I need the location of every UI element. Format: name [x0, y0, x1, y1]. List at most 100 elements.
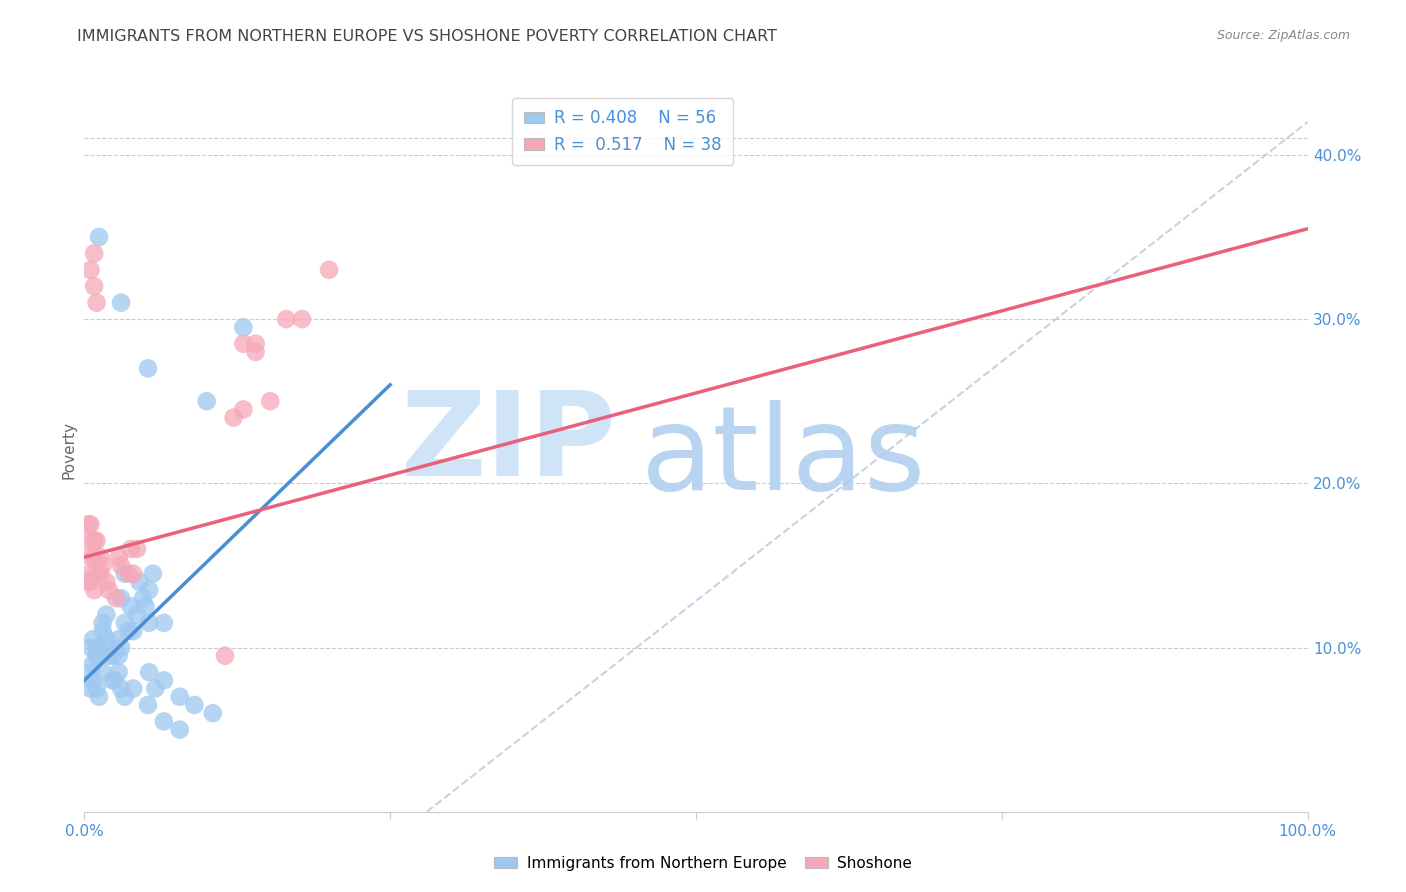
Point [82, 657, 104, 671]
Point [114, 566, 136, 581]
Point [104, 673, 127, 688]
Point [153, 714, 176, 729]
Point [89, 550, 111, 565]
Point [259, 394, 281, 409]
Point [77, 533, 100, 548]
Point [107, 550, 129, 565]
Point [114, 615, 136, 630]
Legend: Immigrants from Northern Europe, Shoshone: Immigrants from Northern Europe, Shoshon… [488, 850, 918, 877]
Point [97, 640, 120, 655]
Text: atlas: atlas [641, 401, 927, 516]
Point [82, 632, 104, 647]
Point [79, 550, 101, 565]
Text: ZIP: ZIP [401, 385, 616, 500]
Point [79, 517, 101, 532]
Point [107, 648, 129, 663]
Point [91, 615, 114, 630]
Point [96, 574, 118, 589]
Point [79, 574, 101, 589]
Point [79, 566, 101, 581]
Point [79, 681, 101, 696]
Point [153, 615, 176, 630]
Point [86, 640, 108, 655]
Point [117, 566, 139, 581]
Text: Source: ZipAtlas.com: Source: ZipAtlas.com [1216, 29, 1350, 42]
Point [91, 665, 114, 680]
Point [83, 533, 105, 548]
Point [114, 690, 136, 704]
Point [83, 550, 105, 565]
Point [143, 681, 166, 696]
Point [107, 665, 129, 680]
Point [232, 402, 254, 417]
Point [86, 566, 108, 581]
Point [110, 640, 132, 655]
Text: IMMIGRANTS FROM NORTHERN EUROPE VS SHOSHONE POVERTY CORRELATION CHART: IMMIGRANTS FROM NORTHERN EUROPE VS SHOSH… [77, 29, 778, 44]
Point [86, 533, 108, 548]
Point [125, 541, 148, 556]
Point [86, 681, 108, 696]
Point [222, 410, 245, 425]
Point [86, 295, 108, 310]
Point [183, 698, 205, 712]
Point [120, 541, 142, 556]
Point [77, 517, 100, 532]
Point [105, 591, 128, 606]
Point [91, 624, 114, 639]
Point [195, 394, 218, 409]
Point [169, 723, 191, 737]
Point [97, 648, 120, 663]
Point [87, 648, 110, 663]
Point [96, 632, 118, 647]
Y-axis label: Poverty: Poverty [60, 421, 76, 480]
Point [101, 673, 124, 688]
Point [122, 566, 145, 581]
Point [83, 246, 105, 260]
Point [87, 690, 110, 704]
Point [136, 698, 159, 712]
Point [77, 574, 100, 589]
Point [89, 566, 111, 581]
Point [117, 624, 139, 639]
Point [86, 648, 108, 663]
Point [87, 230, 110, 244]
Point [122, 624, 145, 639]
Point [232, 320, 254, 334]
Point [128, 574, 150, 589]
Point [153, 673, 176, 688]
Point [96, 607, 118, 622]
Point [110, 681, 132, 696]
Point [83, 582, 105, 597]
Point [135, 599, 157, 614]
Point [91, 558, 114, 573]
Point [120, 599, 142, 614]
Point [122, 681, 145, 696]
Point [110, 558, 132, 573]
Point [97, 582, 120, 597]
Point [110, 295, 132, 310]
Point [276, 312, 298, 326]
Point [138, 665, 160, 680]
Point [318, 262, 340, 277]
Point [125, 607, 148, 622]
Point [169, 690, 191, 704]
Point [142, 566, 165, 581]
Point [201, 706, 224, 721]
Point [138, 615, 160, 630]
Point [245, 345, 267, 359]
Point [82, 673, 104, 688]
Point [232, 336, 254, 351]
Point [138, 582, 160, 597]
Point [79, 262, 101, 277]
Point [291, 312, 314, 326]
Legend: R = 0.408    N = 56, R =  0.517    N = 38: R = 0.408 N = 56, R = 0.517 N = 38 [512, 97, 733, 165]
Point [110, 591, 132, 606]
Point [245, 336, 267, 351]
Point [132, 591, 155, 606]
Point [83, 279, 105, 293]
Point [107, 632, 129, 647]
Point [136, 361, 159, 376]
Point [214, 648, 236, 663]
Point [79, 665, 101, 680]
Point [101, 648, 124, 663]
